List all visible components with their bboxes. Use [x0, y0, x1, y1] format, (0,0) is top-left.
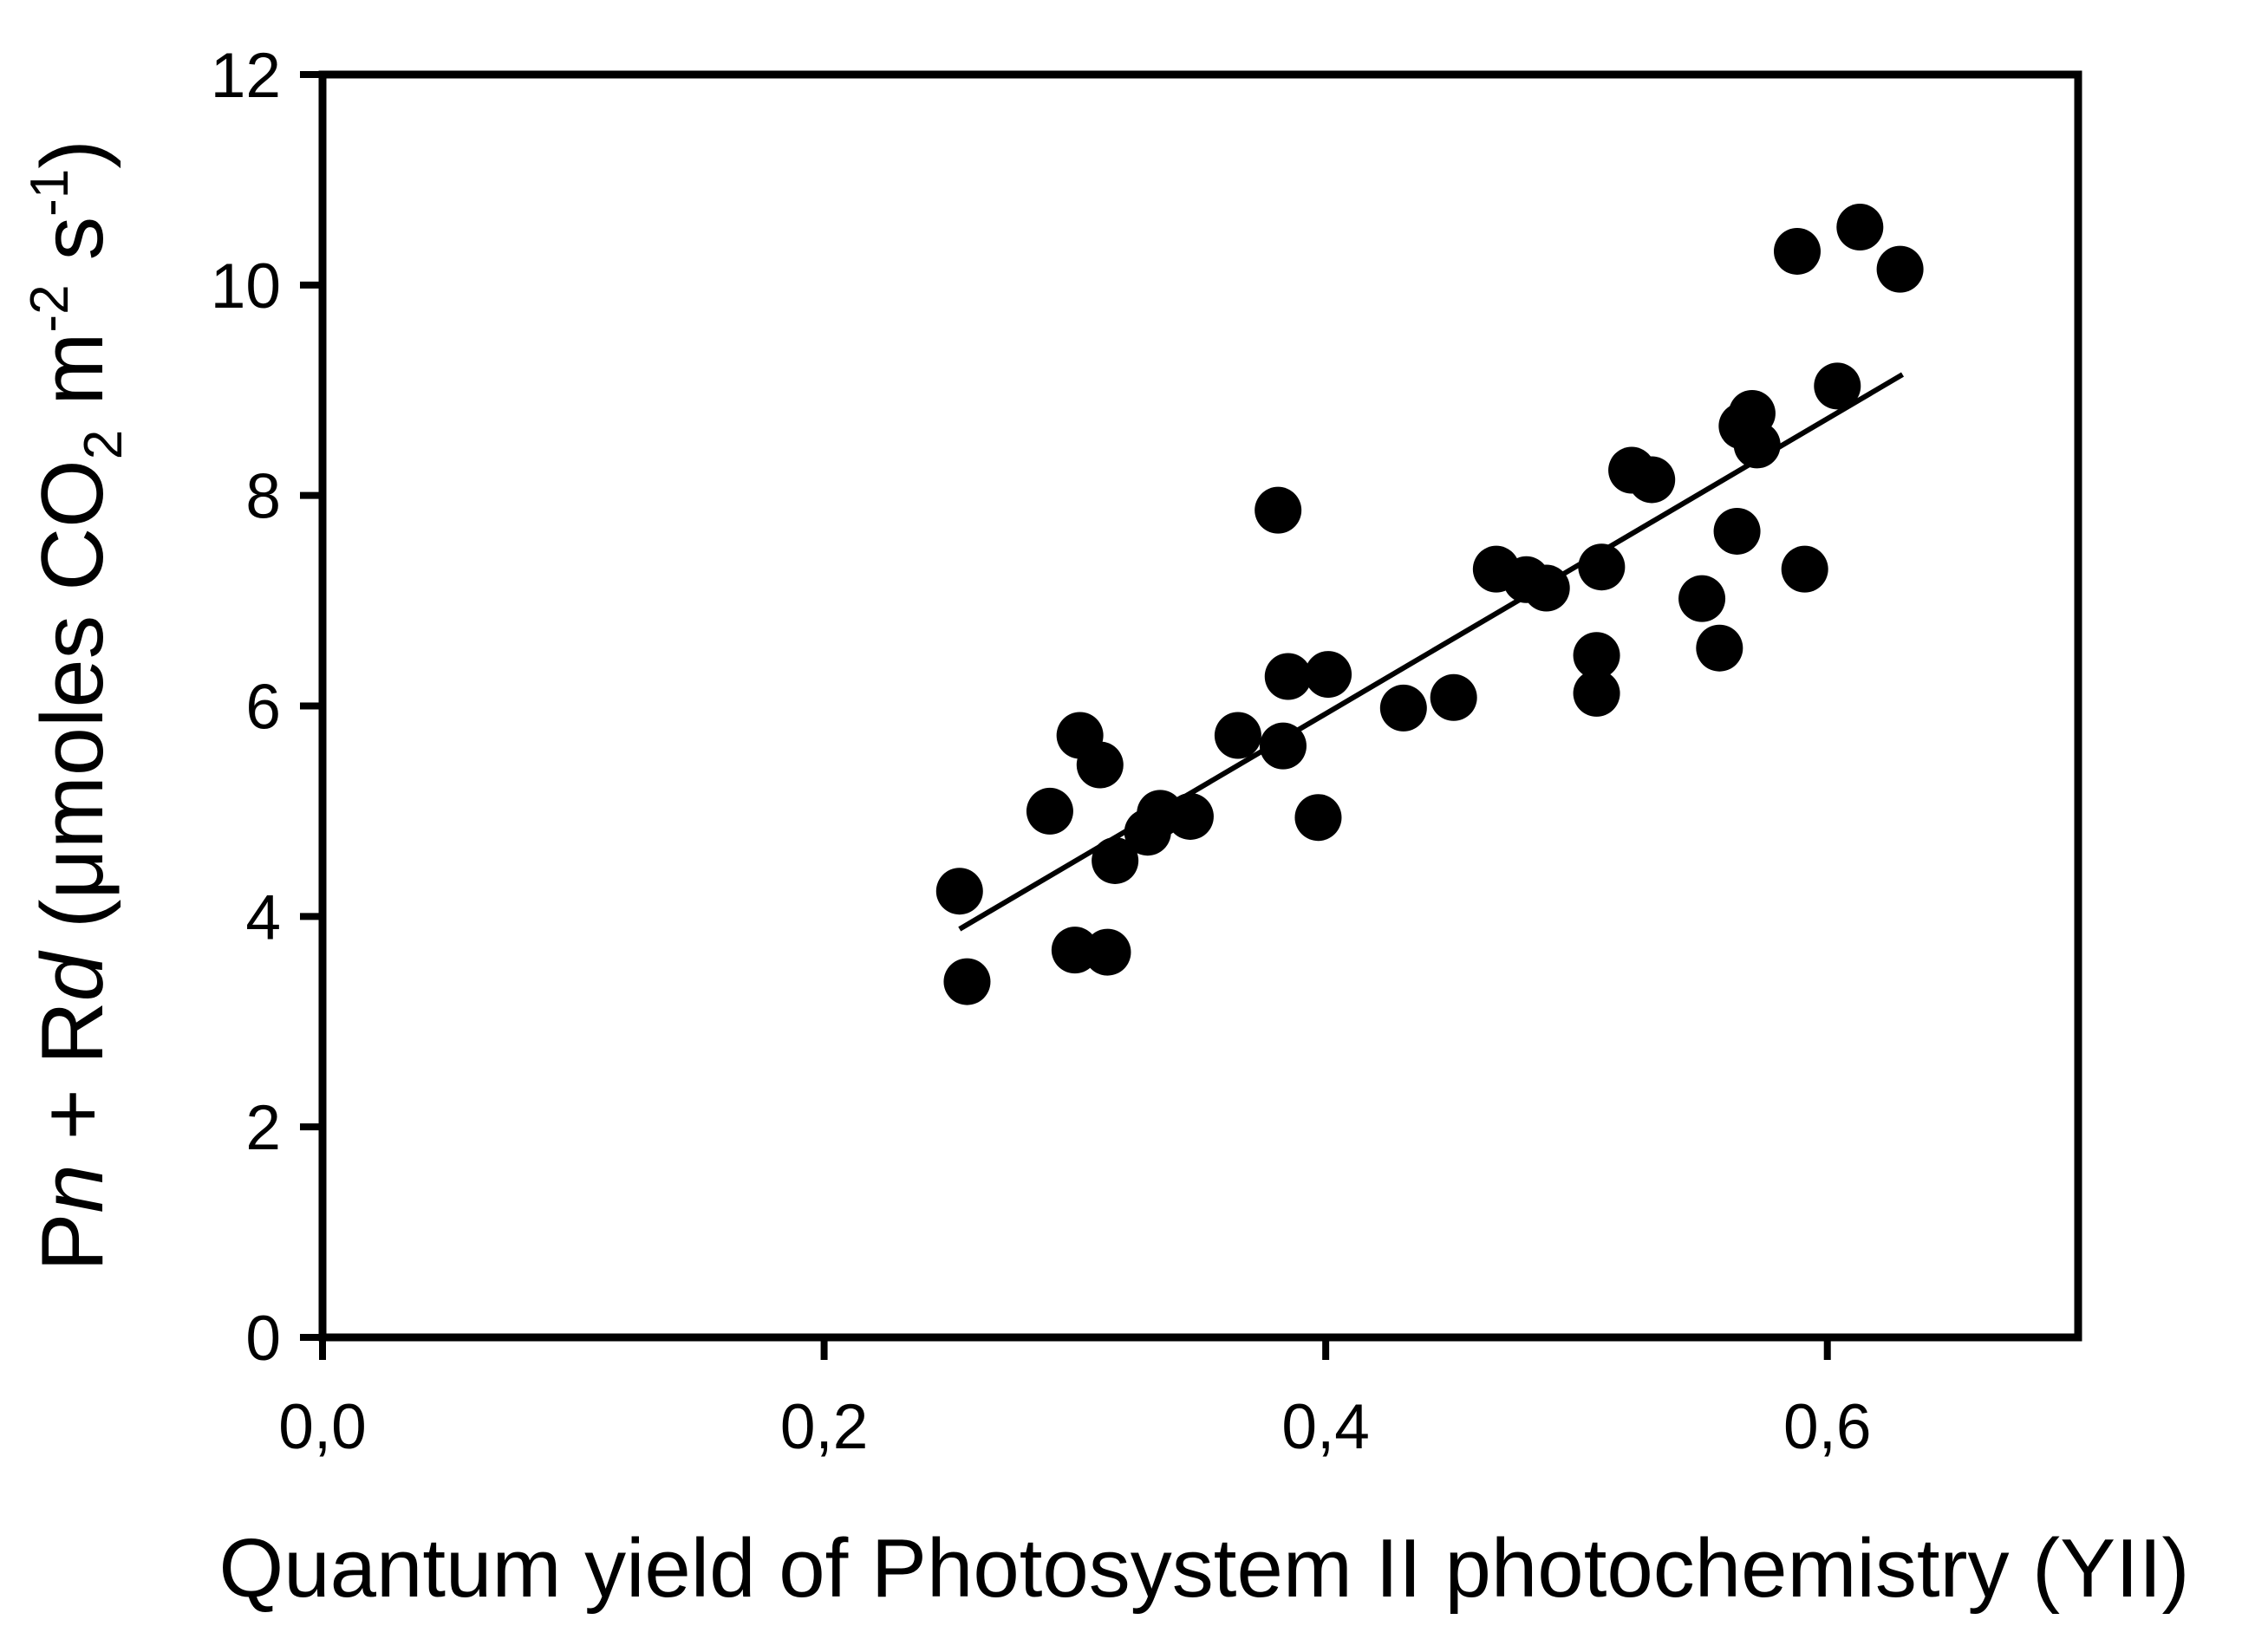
y-tick-label: 0	[245, 1304, 281, 1374]
x-tick-label: 0,0	[278, 1392, 366, 1462]
y-tick-label: 8	[245, 462, 281, 532]
data-point	[1573, 632, 1620, 680]
y-tick-label: 6	[245, 673, 281, 743]
data-point	[1166, 792, 1214, 840]
data-point	[1076, 741, 1124, 789]
data-point	[935, 868, 983, 915]
data-point	[1026, 787, 1073, 835]
data-point	[1578, 543, 1626, 591]
data-point	[1814, 362, 1861, 410]
y-axis-title-part: n	[24, 1164, 121, 1213]
y-axis-title-part: 2	[74, 430, 134, 459]
data-point	[1522, 564, 1570, 612]
x-tick-label: 0,6	[1783, 1392, 1871, 1462]
y-tick-label: 12	[211, 41, 281, 111]
data-point	[1294, 794, 1342, 842]
data-point	[1781, 545, 1828, 593]
data-points	[935, 204, 1924, 1005]
data-point	[1259, 722, 1307, 770]
y-axis-title-part: P	[24, 1213, 121, 1272]
data-point	[1876, 245, 1924, 293]
x-tick-label: 0,2	[780, 1392, 868, 1462]
data-point	[1264, 653, 1312, 700]
data-point	[1214, 712, 1261, 759]
regression-line	[958, 372, 1905, 932]
data-point	[1628, 456, 1676, 504]
x-axis-ticks: 0,0 0,2 0,4 0,6	[278, 1337, 1871, 1462]
data-point	[1092, 836, 1139, 884]
data-point	[1678, 575, 1726, 622]
data-point	[1573, 669, 1620, 717]
data-point	[1430, 673, 1477, 721]
data-point	[1255, 486, 1302, 534]
data-point	[1774, 227, 1821, 275]
data-point	[1713, 507, 1761, 555]
y-axis-title-part: + R	[24, 1001, 121, 1164]
y-axis-title-part: -1	[20, 169, 80, 217]
y-axis-title-part: )	[24, 140, 121, 169]
data-point	[1696, 624, 1743, 672]
y-tick-label: 10	[211, 251, 281, 322]
data-point	[1305, 651, 1352, 699]
x-axis-title: Quantum yield of Photosystem II photoche…	[219, 1522, 2190, 1615]
data-point	[943, 958, 991, 1005]
y-axis-title-part: d	[24, 950, 121, 1001]
y-tick-label: 4	[245, 882, 281, 953]
x-tick-label: 0,4	[1281, 1392, 1369, 1462]
data-point	[1836, 204, 1884, 251]
y-axis-title-part: (μmoles CO	[24, 459, 121, 953]
y-axis-title-part: -2	[20, 284, 80, 332]
data-point	[1379, 684, 1427, 732]
y-axis-title: Pn + Rd (μmoles CO2 m-2 s-1)	[20, 140, 134, 1272]
y-axis-title-part: s	[24, 217, 121, 285]
y-axis-title-part: m	[24, 333, 121, 430]
y-axis-ticks: 0 2 4 6 8 10 12	[211, 41, 323, 1374]
data-point	[1084, 928, 1131, 976]
data-point	[1733, 421, 1781, 469]
y-tick-label: 2	[245, 1093, 281, 1163]
